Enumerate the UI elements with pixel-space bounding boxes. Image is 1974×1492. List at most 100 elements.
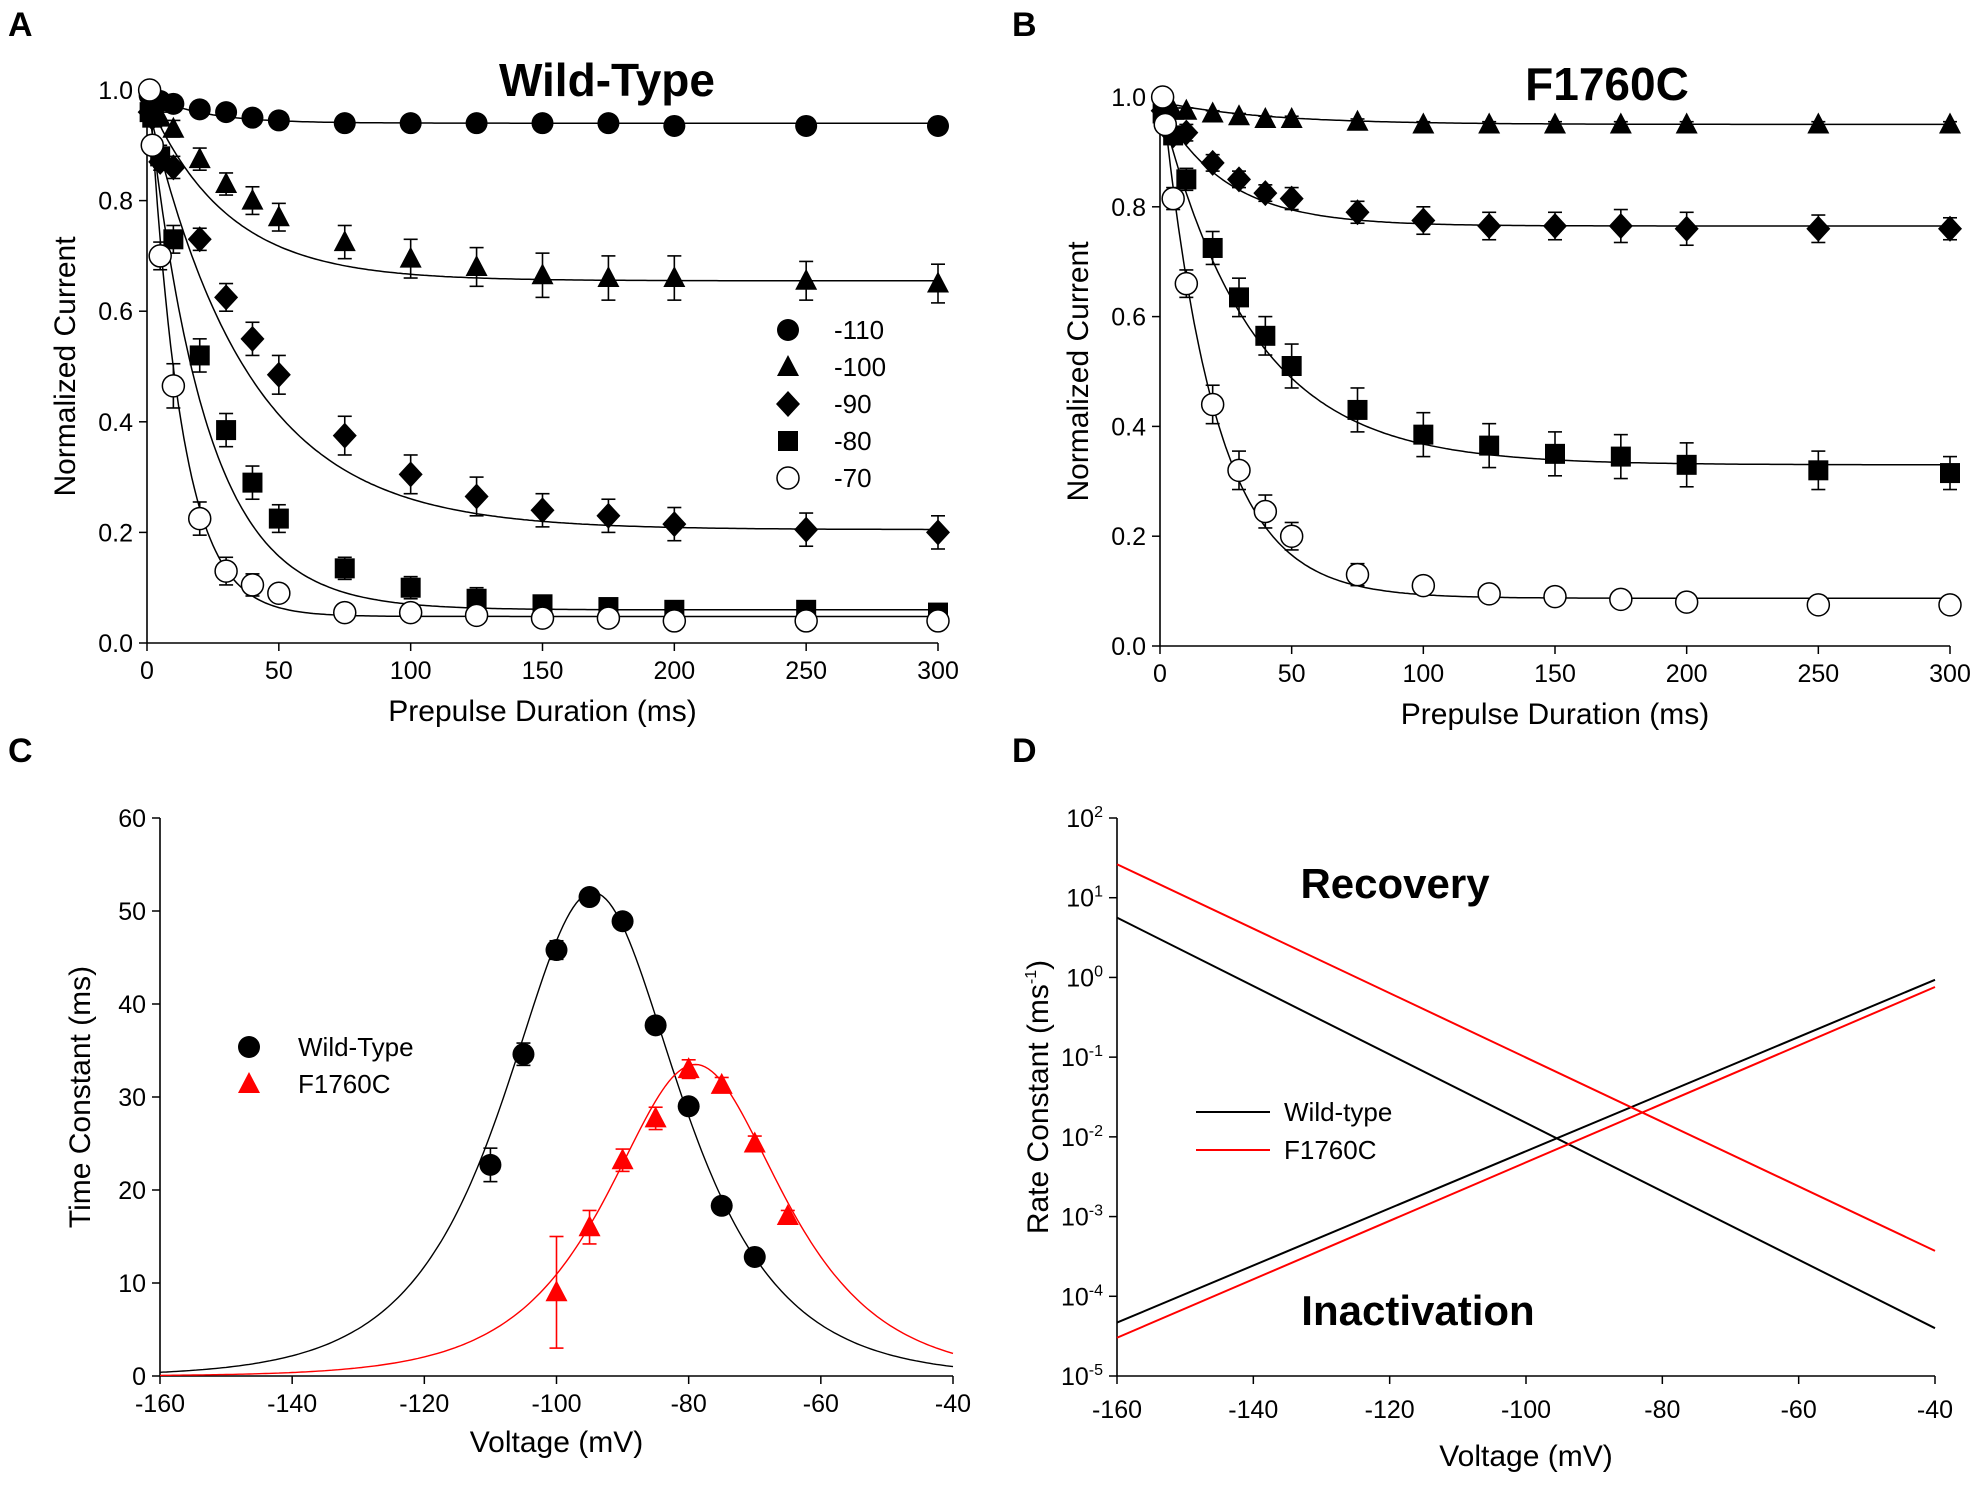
c-legend-marker xyxy=(238,1036,260,1058)
b-data-point xyxy=(1161,186,1185,211)
b-data-point xyxy=(1807,112,1830,134)
a-fit-curve xyxy=(148,89,938,618)
b-data-point xyxy=(1806,215,1831,242)
a-data-point xyxy=(241,188,264,210)
b-data-point xyxy=(1412,112,1435,134)
b-data-point xyxy=(1346,109,1369,131)
c-ytick-label: 60 xyxy=(118,805,146,833)
d-ytick-label: 10-5 xyxy=(1061,1362,1103,1391)
b-xtick-label: 150 xyxy=(1534,660,1576,688)
b-ytick-label: 0.6 xyxy=(1111,304,1146,332)
c-data-point xyxy=(743,1131,766,1153)
b-data-point xyxy=(1413,424,1434,445)
c-data-point xyxy=(743,1245,766,1268)
a-data-point xyxy=(333,112,356,135)
d-xtick-label: -60 xyxy=(1781,1396,1817,1424)
b-data-point xyxy=(1674,590,1699,614)
a-data-point xyxy=(597,266,620,288)
a-data-point xyxy=(215,101,238,124)
d-xtick-label: -120 xyxy=(1365,1396,1415,1424)
panel-label-b: B xyxy=(1012,6,1037,44)
a-data-point xyxy=(163,229,184,250)
c-data-point xyxy=(545,1280,568,1302)
b-data-point xyxy=(1610,446,1631,467)
a-data-point xyxy=(162,92,185,115)
a-data-point xyxy=(268,508,289,529)
b-data-point xyxy=(1411,573,1436,598)
c-ytick-label: 0 xyxy=(132,1363,146,1391)
a-xtick-label: 300 xyxy=(917,657,959,685)
b-data-point xyxy=(1280,106,1303,128)
a-fit-curve xyxy=(148,111,938,531)
b-data-point xyxy=(1347,399,1368,420)
d-rate-line xyxy=(1116,978,1936,1324)
b-data-point xyxy=(1345,562,1370,587)
a-legend-marker xyxy=(776,391,800,417)
c-xtick-label: -160 xyxy=(135,1390,185,1418)
a-data-point xyxy=(795,268,818,290)
c-xtick-label: -40 xyxy=(935,1390,971,1418)
a-data-point xyxy=(926,609,950,633)
a-data-point xyxy=(465,254,488,276)
b-ytick-label: 0.8 xyxy=(1111,194,1146,222)
b-xtick-label: 200 xyxy=(1666,660,1708,688)
b-data-point xyxy=(1150,85,1175,109)
a-data-point xyxy=(927,114,949,137)
d-ytick-base: 10 xyxy=(1061,1283,1089,1311)
c-data-point xyxy=(644,1106,667,1128)
b-data-point xyxy=(1545,443,1565,464)
a-xtick-label: 150 xyxy=(522,657,564,685)
b-data-point xyxy=(1478,112,1501,134)
c-data-point xyxy=(578,1215,601,1237)
d-ytick-label: 10-3 xyxy=(1061,1203,1103,1232)
a-ytick-label: 0.8 xyxy=(98,188,133,216)
d-ytick-exponent: -2 xyxy=(1089,1123,1103,1140)
b-ytick-label: 0.0 xyxy=(1111,633,1146,661)
c-data-point xyxy=(710,1072,733,1094)
b-data-point xyxy=(1174,271,1199,296)
d-xtick-label: -40 xyxy=(1917,1396,1953,1424)
a-xtick-label: 250 xyxy=(785,657,827,685)
b-data-point xyxy=(1200,392,1225,417)
d-ytick-base: 10 xyxy=(1061,1204,1089,1232)
d-y-axis-label-sup: -1 xyxy=(1023,970,1040,984)
b-data-point xyxy=(1477,582,1501,606)
d-x-axis-label: Voltage (mV) xyxy=(1439,1440,1612,1473)
b-xtick-label: 300 xyxy=(1929,660,1971,688)
c-data-point xyxy=(611,910,634,933)
a-data-point xyxy=(148,244,172,268)
a-data-point xyxy=(464,483,489,510)
d-annotation-inactivation: Inactivation xyxy=(1301,1287,1534,1334)
b-fit-curve xyxy=(1161,113,1950,466)
b-data-point xyxy=(1674,215,1699,242)
d-ytick-exponent: 2 xyxy=(1094,804,1103,821)
a-data-point xyxy=(927,271,949,293)
c-data-point xyxy=(479,1153,502,1176)
b-data-point xyxy=(1201,101,1224,123)
b-ytick-label: 0.2 xyxy=(1111,523,1146,551)
a-legend-marker xyxy=(778,431,798,451)
c-xtick-label: -140 xyxy=(267,1390,317,1418)
b-x-axis-label: Prepulse Duration (ms) xyxy=(1401,698,1709,731)
c-ytick-label: 50 xyxy=(118,898,146,926)
c-data-point xyxy=(776,1204,799,1226)
b-data-point xyxy=(1938,215,1962,242)
a-ytick-label: 0.2 xyxy=(98,519,133,547)
b-data-point xyxy=(1940,463,1960,484)
a-legend-marker xyxy=(776,466,800,490)
c-legend-marker xyxy=(238,1072,260,1093)
d-ytick-label: 10-4 xyxy=(1061,1282,1103,1311)
a-x-axis-label: Prepulse Duration (ms) xyxy=(388,695,696,728)
b-data-point xyxy=(1544,112,1566,134)
b-y-axis-label: Normalized Current xyxy=(1062,241,1095,502)
d-annotation-recovery: Recovery xyxy=(1300,860,1490,907)
b-xtick-label: 100 xyxy=(1402,660,1444,688)
a-data-point xyxy=(187,226,212,253)
panel-c-chart: -160 -140 -120 -100 -80 -60 -40 0 10 20 30 40 50 60 Vo… xyxy=(64,805,971,1459)
a-data-point xyxy=(926,519,950,546)
c-ytick-label: 30 xyxy=(118,1084,146,1112)
d-ytick-base: 10 xyxy=(1066,885,1094,913)
c-data-point xyxy=(677,1095,700,1118)
b-data-point xyxy=(1411,207,1436,234)
a-ytick-label: 0.4 xyxy=(98,409,133,437)
